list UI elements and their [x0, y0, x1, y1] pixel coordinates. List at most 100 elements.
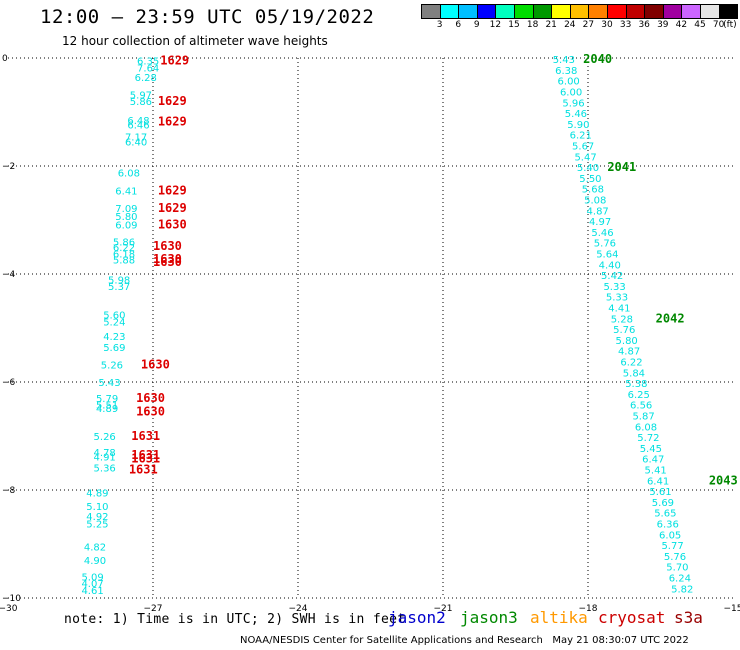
- time-label: 2042: [656, 311, 685, 325]
- colorbar-label: 21: [545, 20, 557, 30]
- swh-label: 5.69: [652, 498, 674, 509]
- swh-label: 6.35: [137, 57, 159, 68]
- swh-label: 6.05: [659, 530, 681, 541]
- time-label: 2043: [709, 473, 738, 487]
- x-tick-label: −18: [579, 604, 598, 614]
- time-label: 1630: [136, 391, 165, 405]
- colorbar-label: 27: [582, 20, 595, 30]
- swh-label: 5.86: [130, 97, 152, 108]
- legend-item-altika: altika: [530, 608, 588, 627]
- swh-label: 5.51: [96, 401, 118, 412]
- swh-label: 5.41: [645, 465, 667, 476]
- swh-label: 5.86: [113, 238, 135, 249]
- swh-label: 6.08: [635, 422, 657, 433]
- swh-label: 4.41: [608, 303, 630, 314]
- swh-label: 5.33: [606, 293, 628, 304]
- swh-label: 6.00: [558, 77, 580, 88]
- time-label: 1631: [131, 448, 160, 462]
- swh-label: 5.61: [649, 487, 671, 498]
- swh-label: 5.68: [582, 185, 604, 196]
- time-label: 1631: [131, 429, 160, 443]
- colorbar-label: 70: [712, 20, 725, 30]
- swh-label: 5.77: [661, 541, 683, 552]
- colorbar-label: 9: [473, 20, 480, 30]
- x-tick-label: −24: [289, 604, 308, 614]
- swh-label: 6.22: [113, 243, 135, 254]
- time-label: 1631: [129, 462, 158, 476]
- swh-label: 5.38: [625, 379, 647, 390]
- swh-label: 5.80: [115, 212, 137, 223]
- colorbar-label: 3: [436, 20, 443, 30]
- swh-label: 5.76: [594, 239, 616, 250]
- swh-label: 5.88: [113, 255, 135, 266]
- swh-label: 5.76: [613, 325, 635, 336]
- swh-label: 5.40: [577, 163, 599, 174]
- swh-label: 5.43: [98, 378, 120, 389]
- swh-label: 5.10: [86, 502, 108, 513]
- x-tick-label: −27: [144, 604, 163, 614]
- swh-label: 6.38: [555, 66, 577, 77]
- swh-label: 5.64: [596, 249, 618, 260]
- time-label: 1629: [158, 94, 187, 108]
- swh-label: 6.08: [118, 168, 140, 179]
- swh-label: 4.87: [618, 347, 640, 358]
- x-tick-label: −30: [0, 604, 18, 614]
- time-label: 1630: [153, 255, 182, 269]
- swh-label: 5.36: [94, 463, 116, 474]
- y-tick-label: −10: [2, 594, 21, 604]
- swh-label: 4.61: [81, 586, 103, 597]
- swh-label: 5.24: [103, 318, 125, 329]
- swh-label: 5.90: [567, 120, 589, 131]
- units-note: note: 1) Time is in UTC; 2) SWH is in fe…: [64, 612, 406, 627]
- swh-label: 6.18: [113, 249, 135, 260]
- colorbar-label: 45: [694, 20, 706, 30]
- y-tick-label: −8: [2, 486, 16, 496]
- time-label: 1630: [158, 217, 187, 231]
- y-tick-label: −6: [2, 378, 16, 388]
- colorbar-label: 30: [601, 20, 613, 30]
- time-label: 2040: [583, 52, 612, 66]
- y-tick-label: −4: [2, 270, 16, 280]
- swh-label: 6.21: [570, 131, 592, 142]
- legend-item-cryosat: cryosat: [598, 608, 666, 627]
- swh-label: 5.47: [574, 152, 596, 163]
- swh-label: 4.92: [86, 512, 108, 523]
- swh-label: 6.25: [628, 390, 650, 401]
- time-label: 1630: [153, 239, 182, 253]
- swh-label: 5.37: [108, 282, 130, 293]
- swh-label: 5.42: [601, 271, 623, 282]
- credit-line: NOAA/NESDIS Center for Satellite Applica…: [240, 635, 689, 646]
- swh-label: 6.00: [560, 87, 582, 98]
- legend-item-jason3: jason3: [460, 608, 518, 627]
- colorbar-label: 33: [619, 20, 632, 30]
- swh-label: 5.65: [654, 509, 676, 520]
- colorbar-label: 24: [564, 20, 576, 30]
- swh-label: 4.90: [84, 556, 106, 567]
- swh-label: 5.72: [637, 433, 659, 444]
- y-tick-label: −2: [2, 162, 15, 172]
- colorbar-label: 39: [657, 20, 669, 30]
- colorbar-label: (ft): [723, 20, 737, 30]
- swh-label: 5.26: [101, 361, 123, 372]
- swh-label: 5.46: [591, 228, 613, 239]
- swh-label: 4.87: [587, 206, 609, 217]
- swh-label: 6.46: [127, 120, 149, 131]
- swh-label: 6.48: [127, 116, 149, 127]
- page-subtitle: 12 hour collection of altimeter wave hei…: [62, 34, 328, 48]
- time-label: 1629: [158, 183, 187, 197]
- swh-label: 7.64: [137, 64, 159, 75]
- swh-label: 6.36: [657, 519, 679, 530]
- colorbar-label: 42: [675, 20, 688, 30]
- swh-label: 4.78: [94, 448, 116, 459]
- swh-label: 6.41: [647, 476, 669, 487]
- swh-label: 6.22: [620, 357, 642, 368]
- swh-label: 6.41: [115, 186, 137, 197]
- swh-label: 4.40: [599, 260, 621, 271]
- colorbar-swatch: [718, 4, 739, 19]
- swh-label: 5.45: [640, 444, 662, 455]
- swh-label: 5.87: [632, 411, 654, 422]
- swh-label: 5.67: [572, 141, 594, 152]
- swh-label: 5.43: [553, 55, 575, 66]
- swh-label: 5.50: [579, 174, 601, 185]
